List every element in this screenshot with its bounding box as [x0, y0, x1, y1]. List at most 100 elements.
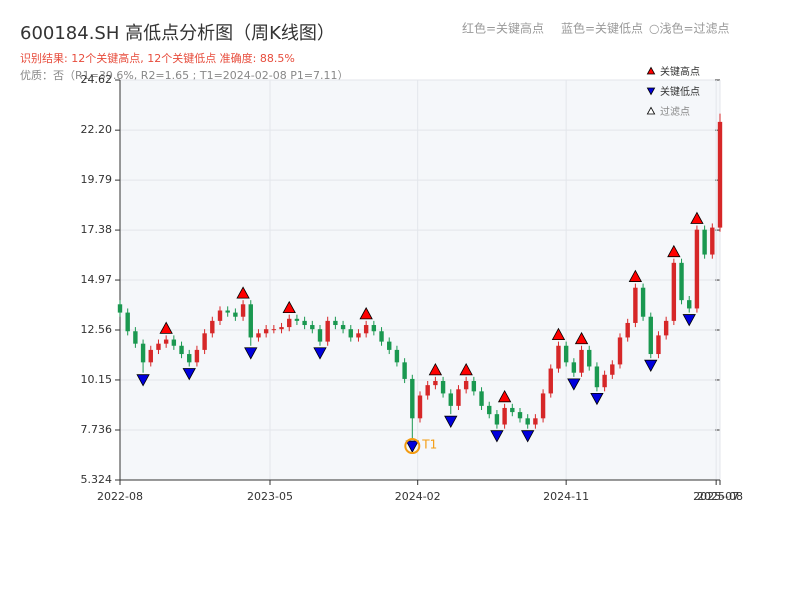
y-tick-label: 17.38 — [81, 223, 113, 236]
key-point-marker — [428, 363, 443, 376]
candle-body — [140, 343, 146, 363]
candle-body — [287, 318, 292, 328]
key-point-marker — [574, 331, 589, 345]
candle-body — [394, 349, 400, 363]
candle-body — [240, 304, 246, 317]
subtitle: 识别结果: 12个关键高点, 12个关键低点 准确度: 88.5% — [20, 51, 295, 65]
x-tick-label: 2024-02 — [395, 490, 441, 503]
key-point-marker — [497, 389, 512, 403]
candle-body — [179, 345, 184, 355]
candle-body — [256, 333, 261, 338]
candle-body — [271, 329, 277, 331]
key-point-marker — [282, 300, 296, 314]
candle-body — [202, 333, 207, 350]
key-point-marker — [359, 307, 373, 320]
candle-body — [363, 325, 369, 334]
y-tick-label: 5.324 — [81, 473, 113, 486]
candle-body — [687, 300, 692, 309]
candle-body — [640, 287, 646, 317]
x-tick-label: 2024-11 — [543, 490, 589, 503]
candle-body — [702, 229, 707, 255]
candle-body — [471, 380, 477, 392]
y-tick-label: 14.97 — [81, 273, 113, 286]
quality-note: 优质：否（R1=39.6%, R2=1.65 ; T1=2024-02-08 P… — [20, 69, 349, 82]
candle-body — [633, 287, 638, 323]
candle-body — [125, 312, 130, 332]
legend-label: 关键高点 — [660, 65, 700, 78]
x-tick-label: 2022-08 — [97, 490, 143, 503]
candle-body — [448, 393, 453, 406]
key-point-marker — [567, 378, 581, 391]
candle-body — [248, 304, 253, 338]
candle-body — [133, 331, 138, 344]
key-point-marker — [690, 211, 704, 224]
candle-body — [333, 320, 338, 326]
candle-body — [710, 227, 715, 255]
legend-swatch — [646, 66, 656, 75]
candle-body — [494, 414, 500, 425]
y-tick-label: 12.56 — [81, 323, 113, 336]
candle-body — [210, 320, 215, 334]
candle-body — [679, 262, 684, 301]
candle-body — [117, 304, 123, 313]
candle-body — [279, 327, 284, 330]
key-point-marker — [682, 314, 696, 327]
candle-body — [663, 320, 669, 336]
x-tick-label: 2023-05 — [247, 490, 293, 503]
candle-body — [263, 329, 269, 334]
candle-body — [625, 322, 630, 338]
legend-swatch — [646, 106, 656, 115]
candle-body — [556, 345, 561, 369]
candle-body — [348, 329, 353, 338]
candle-body — [533, 418, 538, 425]
key-point-marker — [667, 244, 681, 258]
candle-body — [356, 333, 361, 338]
candle-body — [602, 374, 607, 388]
legend-label: 过滤点 — [660, 105, 690, 118]
key-point-marker — [405, 440, 419, 453]
candle-body — [340, 325, 346, 330]
candle-body — [325, 320, 330, 342]
x-tick-label: 2025-07 — [693, 490, 739, 503]
candle-body — [456, 389, 461, 406]
candle-body — [517, 412, 523, 419]
legend-label: 关键低点 — [660, 85, 700, 98]
legend-note: ○浅色=过滤点 — [649, 22, 730, 36]
y-tick-label: 19.79 — [81, 173, 113, 186]
candle-body — [540, 393, 546, 419]
key-point-marker — [313, 347, 327, 360]
candle-body — [587, 349, 592, 367]
candle-body — [487, 405, 492, 415]
candle-body — [163, 339, 169, 344]
chart-title: 600184.SH 高低点分析图（周K线图） — [20, 23, 335, 44]
candle-body — [479, 391, 484, 406]
candle-body — [525, 418, 530, 425]
candle-body — [194, 349, 200, 363]
candle-body — [187, 354, 192, 363]
candle-body — [148, 349, 153, 363]
candle-body — [425, 385, 430, 396]
annotation-label: T1 — [421, 438, 437, 452]
candle-body — [656, 335, 661, 355]
candle-body — [610, 364, 615, 375]
candle-body — [233, 312, 238, 317]
legend-note: 红色=关键高点 — [462, 21, 544, 36]
candle-body — [594, 366, 600, 388]
candle-body — [156, 343, 161, 350]
candle-body — [317, 329, 323, 342]
candle-body — [440, 380, 446, 394]
x-tick-label: 2025-08 — [697, 490, 743, 503]
key-point-marker — [159, 321, 173, 334]
candle-body — [402, 362, 407, 379]
key-point-marker — [459, 363, 473, 376]
legend-note: 蓝色=关键低点 — [561, 22, 643, 36]
key-point-marker — [136, 374, 150, 387]
candle-body — [648, 316, 653, 355]
y-tick-label: 10.15 — [81, 373, 113, 386]
candle-body — [502, 407, 507, 425]
candle-body — [694, 229, 700, 309]
candle-body — [563, 345, 569, 363]
candle-body — [433, 380, 438, 386]
annotation-ring — [404, 438, 421, 455]
candle-body — [171, 339, 177, 346]
